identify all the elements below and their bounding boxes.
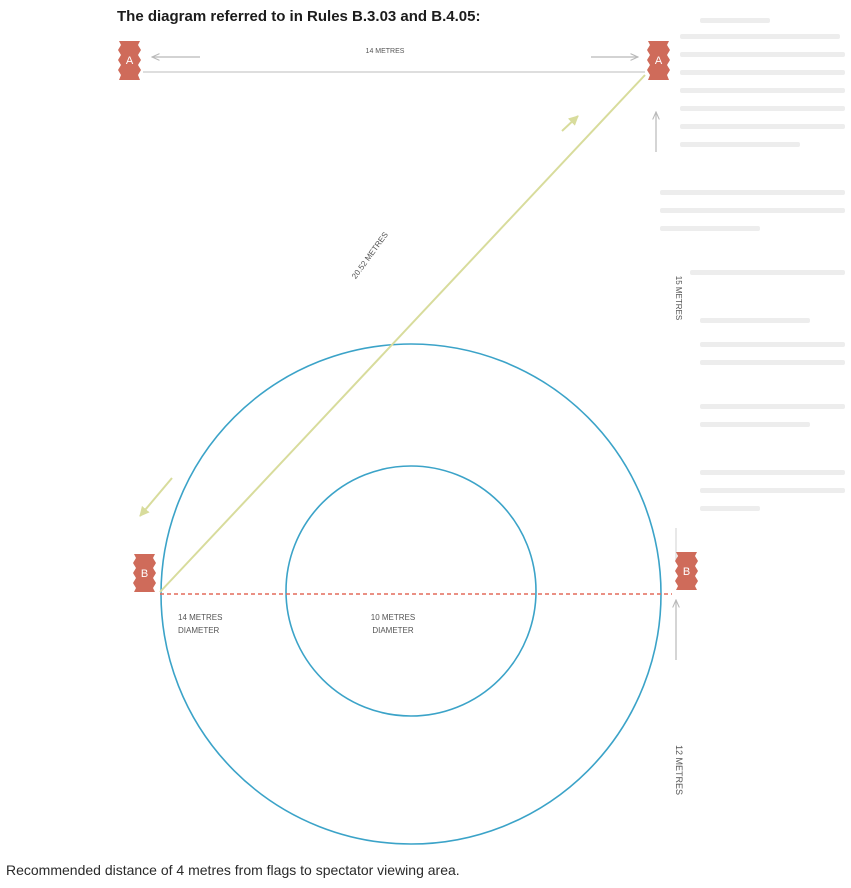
right-upper-distance-label: 15 METRES [674, 276, 683, 320]
inner-circle-label-line1: 10 METRES [371, 613, 415, 622]
flag-a-left-letter: A [126, 55, 134, 67]
flag-a-right-letter: A [655, 55, 663, 67]
inner-circle-label-line2: DIAMETER [372, 626, 414, 635]
inner-circle [285, 465, 537, 717]
diagonal-down-arrow [139, 477, 173, 517]
outer-circle-label-line1: 14 METRES [178, 613, 222, 622]
right-lower-distance-label: 12 METRES [674, 745, 684, 795]
flag-b-right-letter: B [683, 566, 690, 578]
diagonal-distance-label: 20.52 METRES [350, 230, 390, 280]
diagonal-up-arrow [561, 115, 579, 132]
flag-a-left: A [118, 41, 141, 80]
flag-a-right: A [647, 41, 670, 80]
outer-circle-label-line2: DIAMETER [178, 626, 220, 635]
diagonal-path-b-to-a [159, 74, 646, 593]
flag-b-left-letter: B [141, 568, 148, 580]
outer-circle [160, 343, 662, 845]
flag-b-right: B [675, 552, 698, 590]
diagram-heading: The diagram referred to in Rules B.3.03 … [117, 8, 481, 25]
top-distance-label: 14 METRES [366, 48, 405, 55]
diagram-caption: Recommended distance of 4 metres from fl… [6, 862, 460, 878]
flag-b-left: B [133, 554, 156, 592]
